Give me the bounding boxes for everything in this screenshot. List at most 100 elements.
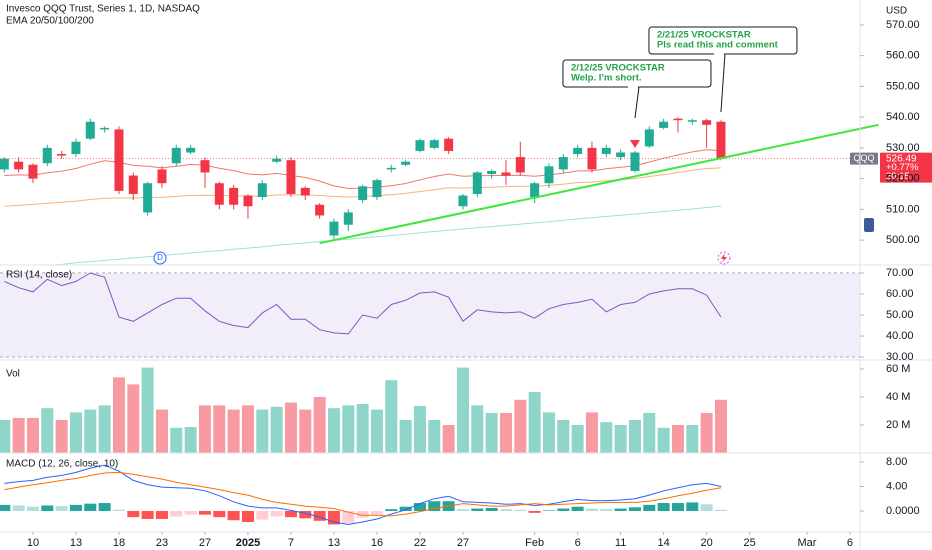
x-tick-label: 6 [847,537,853,549]
candle-body [616,152,626,158]
macd-histogram-bar [112,509,125,511]
candle-body [114,129,124,191]
candle-body [286,160,296,194]
macd-histogram-bar [714,509,727,511]
candle-body [372,180,382,198]
volume-bar [571,424,584,453]
y-tick-label: 40.00 [886,330,914,342]
macd-histogram-bar [241,510,254,523]
volume-bar [256,409,269,453]
volume-bar [41,408,54,453]
candle-body [71,141,81,155]
macd-histogram-bar [600,509,613,511]
volume-bar [84,409,97,453]
candle-body [487,170,497,175]
volume-bar [327,408,340,453]
volume-bar [299,409,312,453]
volume-bar [284,402,297,453]
y-tick-label: 570.00 [886,19,920,31]
x-tick-label: 13 [70,537,82,549]
ema-line [48,205,722,265]
callout-text: Pls read this and comment [657,40,779,51]
x-tick-label: 18 [113,537,125,549]
x-tick-label: 27 [199,537,211,549]
candle-body [28,164,38,179]
macd-histogram-bar [141,510,154,519]
volume-pane [0,367,727,453]
y-tick-label: 20 M [886,419,910,431]
volume-bar [356,403,369,453]
volume-bar [198,405,211,453]
candle-body [472,172,482,194]
x-tick-label: 20 [701,537,713,549]
volume-bar [399,419,412,453]
volume-bar [442,424,455,453]
volume-bar [585,412,598,453]
volume-bar [671,424,684,453]
volume-bar [213,405,226,453]
macd-histogram-bar [184,510,197,515]
volume-bar [12,417,25,453]
macd-histogram-bar [98,503,111,511]
macd-histogram-bar [170,510,183,517]
y-tick-label: 500.00 [886,234,920,246]
scroll-button[interactable] [864,218,874,232]
macd-histogram-bar [628,507,641,511]
macd-histogram-bar [514,509,527,511]
candle-body [229,187,239,205]
rsi-band [0,272,860,358]
volume-bar [499,412,512,453]
dividend-icon-glyph: D [157,253,163,262]
price-box [880,152,932,183]
candle-body [386,167,396,170]
volume-bar [643,412,656,453]
volume-bar [456,367,469,453]
y-tick-label: 510.00 [886,203,920,215]
x-tick-label: 16 [371,537,383,549]
dividend-icon[interactable] [153,251,167,265]
y-tick-label: 550.00 [886,80,920,92]
macd-histogram-bar [127,510,140,518]
currency-label: USD [886,6,907,17]
macd-histogram-bar [198,510,211,515]
volume-bar [112,377,125,453]
symbol-box [850,152,878,165]
candle-body [673,118,683,121]
volume-bar [241,405,254,453]
macd-histogram-bar [356,510,369,518]
volume-bar [600,422,613,453]
macd-histogram-bar [643,504,656,511]
trendline [319,123,879,245]
macd-histogram-bar [284,510,297,518]
volume-bar [385,380,398,453]
volume-bar [270,406,283,453]
volume-bar [26,417,39,453]
symbol-label: QQQ [853,153,874,163]
y-tick-label: 520.00 [886,173,920,185]
y-tick-label: 70.00 [886,267,914,279]
volume-bar [628,419,641,453]
x-tick-label: Mar [797,537,816,549]
volume-bar [127,384,140,453]
x-tick-label: 2025 [236,537,260,549]
callout-text: 2/12/25 VROCKSTAR [571,63,665,74]
macd-histogram-bar [385,509,398,511]
candle-body [171,147,181,164]
macd-histogram-bar [657,503,670,511]
volume-bar [98,405,111,453]
earnings-icon-glyph [721,253,727,263]
callout-text: Welp. I’m short. [571,73,642,84]
macd-histogram-bar [84,503,97,511]
last-time-label: 20:15 [886,171,910,182]
candle-body [702,120,712,125]
volume-bar [514,399,527,453]
candle-body [0,158,9,170]
macd-histogram-bar [542,510,555,511]
macd-histogram-bar [399,506,412,511]
volume-bar [313,396,326,453]
candle-body [42,147,52,164]
macd-histogram-bar [614,508,627,511]
x-tick-label: 22 [414,537,426,549]
x-tick-label: 25 [744,537,756,549]
candle-body [200,160,210,173]
